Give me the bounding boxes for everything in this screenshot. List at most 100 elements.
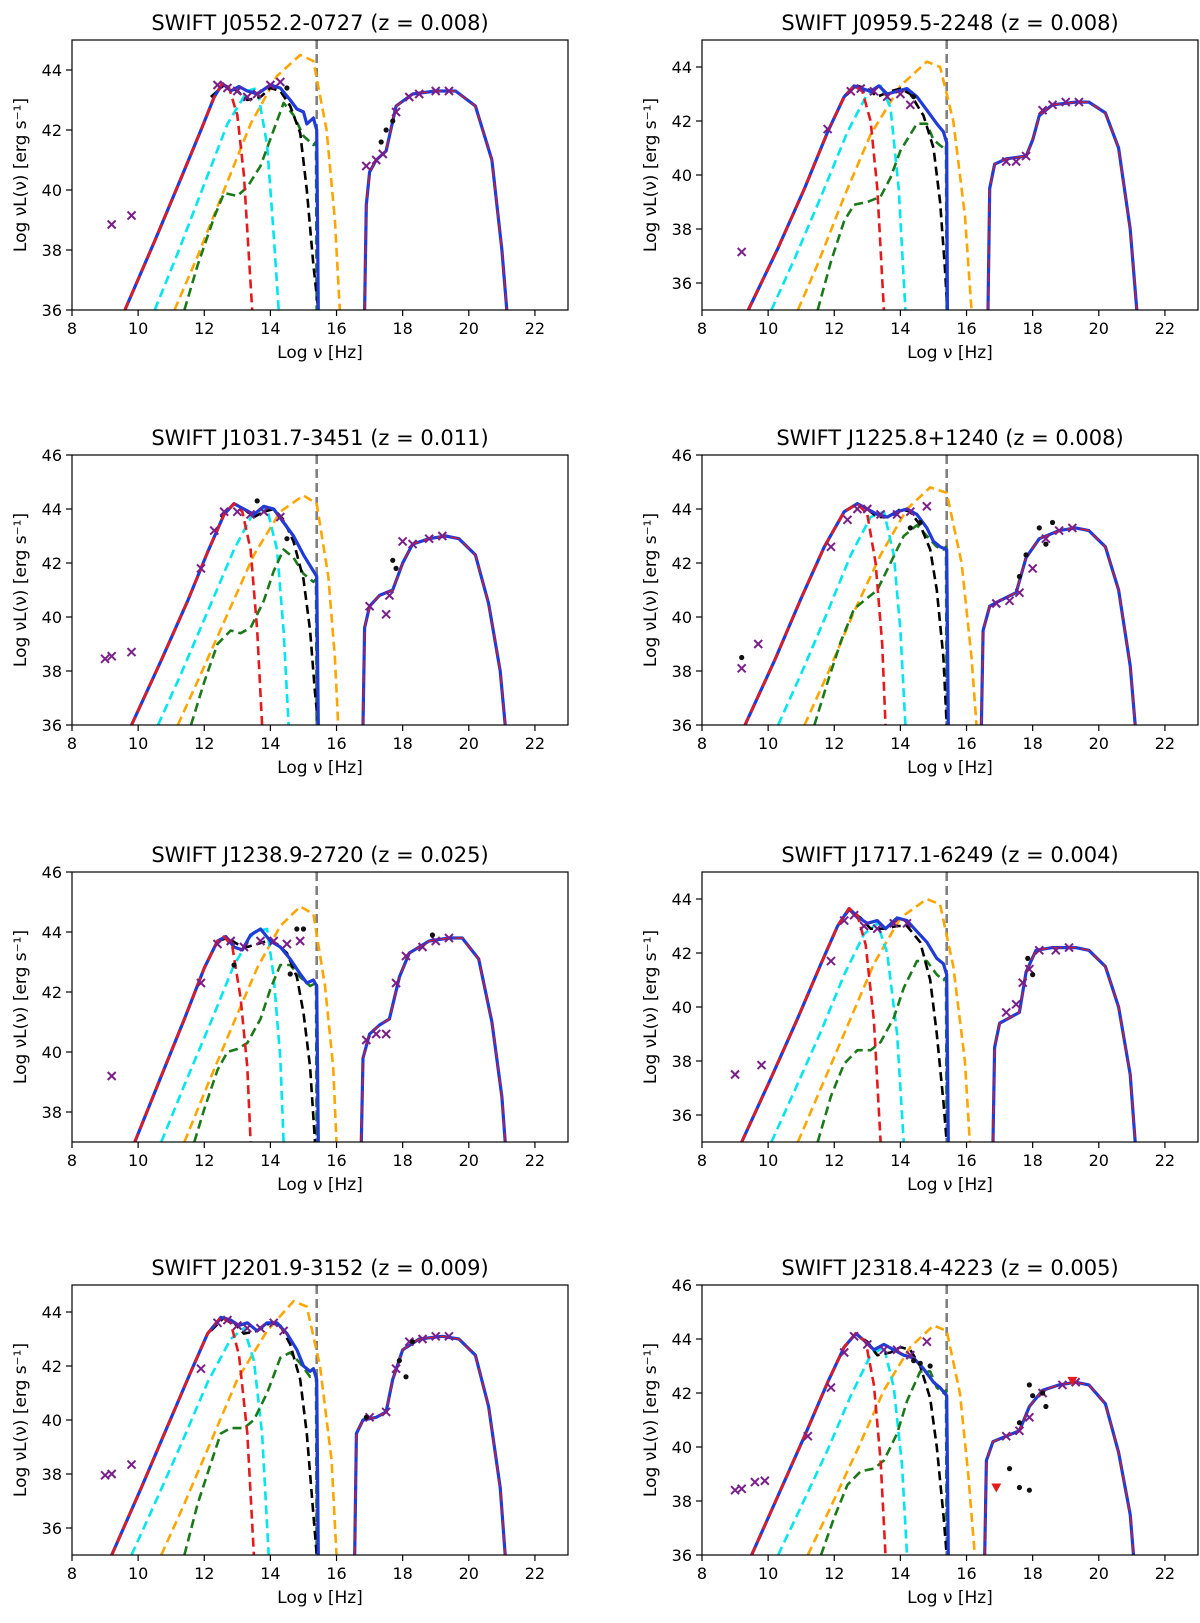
data-point: [839, 915, 849, 926]
series-black: [210, 83, 320, 310]
x-tick-label: 18: [392, 319, 412, 338]
data-point-stroke: [212, 1318, 223, 1328]
data-point: [424, 533, 434, 544]
series-green: [183, 1351, 318, 1555]
x-tick-label: 10: [128, 1564, 148, 1583]
data-point-black: [300, 926, 307, 932]
data-point-stroke: [756, 1060, 767, 1070]
x-tick-label: 12: [194, 1564, 214, 1583]
x-tick-label: 20: [1089, 1151, 1109, 1170]
x-tick-label: 12: [824, 1564, 844, 1583]
plot-area: [106, 872, 507, 1142]
y-tick-label: 40: [672, 998, 692, 1017]
data-point-stroke: [364, 1412, 375, 1423]
data-point-stroke: [252, 89, 262, 99]
data-point-stroke: [856, 83, 866, 94]
x-tick-label: 22: [1155, 319, 1175, 338]
data-point-stroke: [424, 533, 434, 544]
series-blue: [740, 906, 950, 1142]
series-orange: [183, 905, 338, 1142]
series-red: [750, 1332, 887, 1555]
data-point: [839, 1347, 849, 1358]
data-point: [826, 1382, 836, 1393]
data-point-stroke: [126, 1459, 137, 1470]
series-orange: [796, 897, 972, 1142]
data-point: [232, 506, 243, 517]
data-point-stroke: [106, 1469, 117, 1479]
x-tick-label: 12: [194, 319, 214, 338]
data-point: [255, 1323, 266, 1333]
data-point-stroke: [397, 536, 408, 547]
x-tick-label: 18: [1022, 1151, 1042, 1170]
x-tick-label: 22: [525, 1151, 545, 1170]
data-point: [196, 978, 206, 988]
data-point-stroke: [895, 89, 906, 99]
data-point-stroke: [826, 956, 836, 966]
x-tick-label: 14: [890, 1564, 910, 1583]
data-point-stroke: [381, 609, 391, 620]
data-point-stroke: [239, 942, 249, 952]
data-point-stroke: [902, 918, 912, 929]
data-point: [892, 509, 902, 520]
data-point-stroke: [417, 942, 428, 952]
data-point-stroke: [1034, 945, 1044, 956]
x-tick-label: 16: [326, 1151, 346, 1170]
data-point-stroke: [839, 915, 849, 926]
data-point: [397, 536, 408, 547]
data-point-stroke: [753, 639, 763, 649]
data-point: [268, 936, 279, 946]
data-point: [882, 91, 892, 102]
y-tick-label: 38: [42, 1465, 62, 1484]
x-tick-label: 20: [1089, 319, 1109, 338]
data-point-stroke: [730, 1069, 740, 1080]
data-point: [275, 512, 286, 522]
data-point-stroke: [219, 506, 229, 517]
data-point: [1051, 945, 1061, 956]
data-point-stroke: [760, 1476, 770, 1486]
data-point: [444, 1331, 454, 1342]
data-point: [750, 1477, 760, 1487]
data-point-stroke: [268, 936, 279, 946]
data-point-stroke: [1061, 97, 1071, 107]
data-point: [361, 161, 372, 171]
series-red: [740, 907, 882, 1142]
data-point: [736, 247, 747, 257]
series-xray-overlay: [992, 947, 1136, 1142]
y-tick-label: 40: [42, 608, 62, 627]
data-point-black: [403, 1374, 409, 1380]
data-point-stroke: [1004, 596, 1015, 606]
data-point: [364, 601, 375, 611]
data-point: [245, 509, 256, 520]
data-point: [1037, 105, 1048, 115]
series-black: [209, 1316, 318, 1555]
data-point: [106, 1071, 117, 1081]
data-point: [869, 86, 879, 97]
data-point: [1024, 964, 1035, 974]
data-point-black: [907, 525, 913, 531]
data-point-stroke: [1054, 525, 1064, 536]
data-point-stroke: [736, 1484, 747, 1494]
series-xray-overlay: [360, 937, 506, 1142]
x-tick-label: 16: [956, 734, 976, 753]
panel-3: SWIFT J1031.7-3451 (z = 0.011) 8 10 12 14 16 1…: [11, 426, 569, 778]
data-point: [384, 590, 395, 601]
series-green: [193, 963, 318, 1142]
y-tick-label: 40: [42, 181, 62, 200]
series-orange: [806, 1324, 977, 1555]
data-point-black: [1016, 1420, 1023, 1426]
data-point-stroke: [275, 512, 286, 522]
data-point: [364, 1412, 375, 1423]
plot-area: [730, 872, 1137, 1142]
x-tick-label: 14: [890, 1151, 910, 1170]
x-tick-label: 18: [392, 1564, 412, 1583]
data-point-stroke: [1001, 1007, 1011, 1018]
data-point-stroke: [1001, 156, 1011, 167]
data-point-stroke: [361, 161, 372, 171]
data-point-stroke: [265, 80, 276, 90]
x-tick-label: 20: [459, 734, 479, 753]
data-point-stroke: [1021, 151, 1031, 161]
data-point: [1034, 945, 1044, 956]
data-point-stroke: [404, 1336, 414, 1347]
data-point: [760, 1476, 770, 1486]
data-point: [282, 939, 292, 949]
